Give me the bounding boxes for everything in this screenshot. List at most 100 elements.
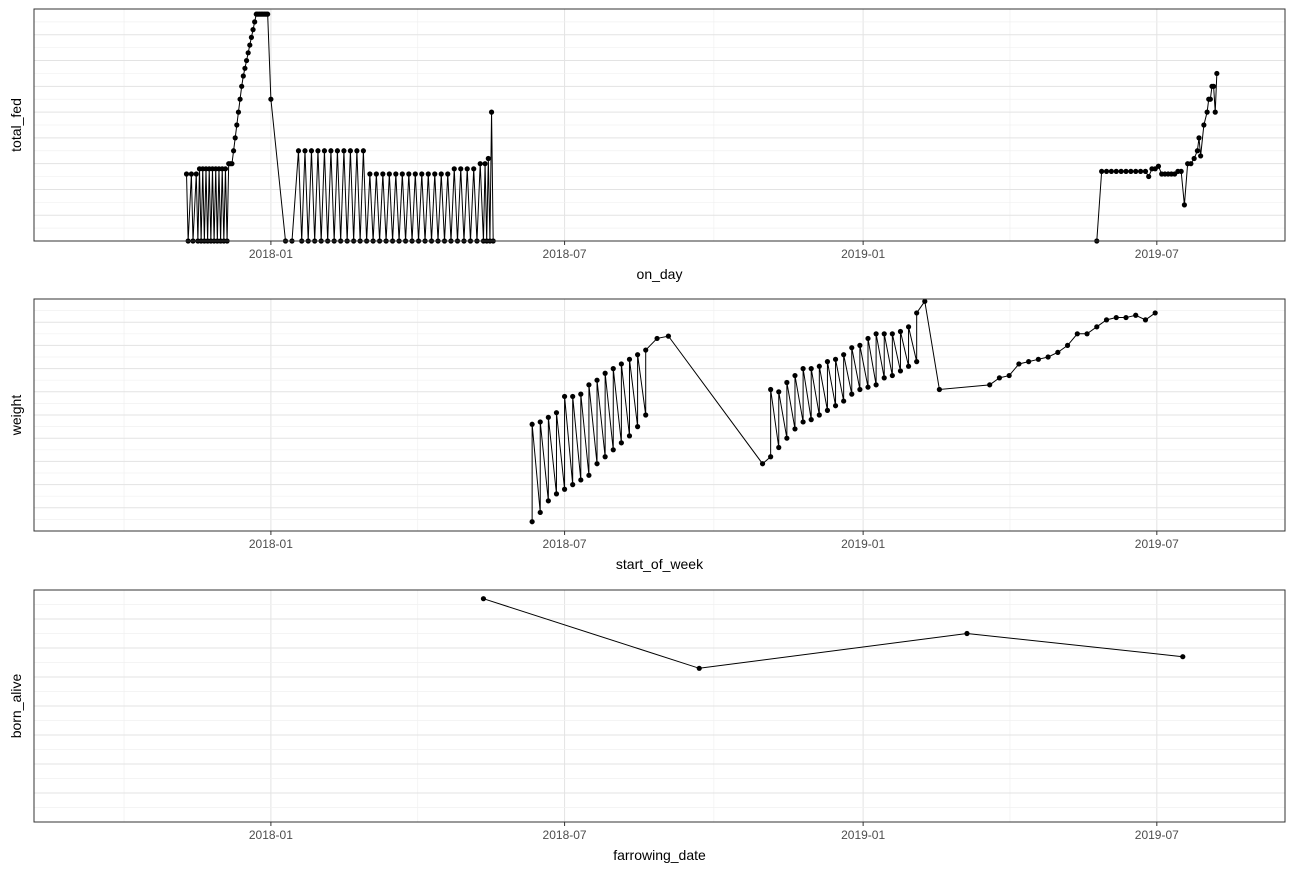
data-point bbox=[537, 419, 543, 425]
data-point bbox=[1198, 153, 1204, 159]
data-point bbox=[914, 359, 920, 365]
data-point bbox=[889, 372, 895, 379]
data-point bbox=[1113, 314, 1119, 321]
data-point bbox=[776, 389, 782, 395]
data-point bbox=[808, 417, 814, 423]
data-point bbox=[432, 171, 438, 177]
data-point bbox=[386, 171, 392, 177]
data-point bbox=[1064, 342, 1071, 348]
data-point bbox=[626, 356, 633, 362]
data-point bbox=[635, 424, 641, 430]
data-point bbox=[188, 171, 194, 177]
data-point bbox=[425, 171, 431, 177]
data-point bbox=[570, 482, 576, 488]
data-point bbox=[1123, 314, 1129, 321]
data-point bbox=[247, 42, 253, 48]
data-point bbox=[865, 384, 871, 390]
data-point bbox=[183, 171, 190, 177]
data-point bbox=[873, 331, 879, 337]
data-point bbox=[360, 148, 366, 154]
x-tick-label: 2018-01 bbox=[249, 247, 293, 261]
series-line bbox=[483, 598, 1183, 669]
x-axis-title: on_day bbox=[637, 266, 683, 282]
data-point bbox=[586, 382, 592, 388]
data-point bbox=[242, 65, 248, 71]
data-point bbox=[1099, 168, 1105, 174]
data-point bbox=[295, 148, 302, 154]
data-point bbox=[1113, 168, 1119, 174]
data-point bbox=[643, 412, 649, 418]
data-point bbox=[529, 421, 535, 427]
y-axis-title: weight bbox=[8, 395, 24, 437]
data-point bbox=[480, 596, 487, 602]
data-point bbox=[1214, 70, 1220, 77]
data-point bbox=[328, 148, 334, 154]
data-point bbox=[222, 166, 229, 172]
data-point bbox=[268, 96, 274, 102]
data-point bbox=[302, 148, 308, 154]
data-point bbox=[1181, 202, 1187, 208]
data-point bbox=[996, 375, 1003, 381]
data-point bbox=[308, 148, 315, 154]
data-point bbox=[367, 171, 373, 177]
data-point bbox=[832, 356, 839, 362]
data-point bbox=[1212, 109, 1218, 115]
data-point bbox=[243, 57, 250, 64]
data-point bbox=[873, 382, 879, 388]
data-point bbox=[1035, 356, 1041, 362]
data-point bbox=[1045, 354, 1051, 360]
x-tick-label: 2019-01 bbox=[841, 828, 885, 842]
data-point bbox=[1094, 324, 1100, 330]
data-point bbox=[849, 345, 855, 351]
data-point bbox=[1152, 310, 1158, 316]
data-point bbox=[602, 454, 608, 460]
data-point bbox=[914, 310, 920, 316]
x-tick-label: 2019-07 bbox=[1135, 247, 1179, 261]
data-point bbox=[412, 171, 418, 177]
data-point bbox=[237, 96, 243, 102]
data-point bbox=[315, 148, 321, 154]
data-point bbox=[406, 171, 412, 177]
data-point bbox=[800, 419, 806, 425]
data-point bbox=[1204, 109, 1210, 115]
data-point bbox=[1006, 372, 1012, 379]
data-point bbox=[471, 166, 477, 172]
data-point bbox=[1142, 317, 1149, 323]
data-point bbox=[250, 27, 256, 33]
data-point bbox=[240, 73, 246, 79]
data-point bbox=[1128, 168, 1134, 174]
data-point bbox=[1133, 312, 1139, 318]
data-point bbox=[553, 491, 560, 497]
x-tick-label: 2019-01 bbox=[841, 537, 885, 551]
x-tick-label: 2018-01 bbox=[249, 537, 293, 551]
panel-border bbox=[33, 589, 1286, 823]
data-point bbox=[610, 366, 616, 372]
data-point bbox=[768, 454, 774, 460]
data-point bbox=[570, 393, 576, 400]
data-point bbox=[248, 34, 255, 40]
data-point bbox=[451, 166, 457, 172]
x-axis-title: start_of_week bbox=[616, 556, 704, 572]
data-point bbox=[1191, 155, 1197, 162]
data-point bbox=[1207, 96, 1213, 102]
data-point bbox=[1118, 168, 1124, 174]
data-point bbox=[792, 426, 798, 432]
data-point bbox=[488, 109, 495, 115]
data-point bbox=[1155, 163, 1162, 169]
data-point bbox=[618, 361, 624, 367]
data-point bbox=[635, 352, 641, 358]
data-point bbox=[578, 391, 584, 397]
data-point bbox=[816, 412, 822, 418]
x-tick-label: 2018-01 bbox=[249, 828, 293, 842]
data-point bbox=[1178, 168, 1184, 174]
data-point bbox=[784, 379, 790, 386]
data-point bbox=[230, 148, 237, 154]
y-axis-title: born_alive bbox=[8, 673, 24, 738]
data-point bbox=[987, 382, 993, 388]
data-point bbox=[1201, 122, 1207, 128]
chart-panel-total_fed: 2018-01 2018-07 2019-01 2019-07 on_day total_… bbox=[8, 8, 1286, 282]
data-point bbox=[841, 352, 847, 358]
data-point bbox=[553, 410, 560, 416]
data-point bbox=[235, 109, 242, 115]
